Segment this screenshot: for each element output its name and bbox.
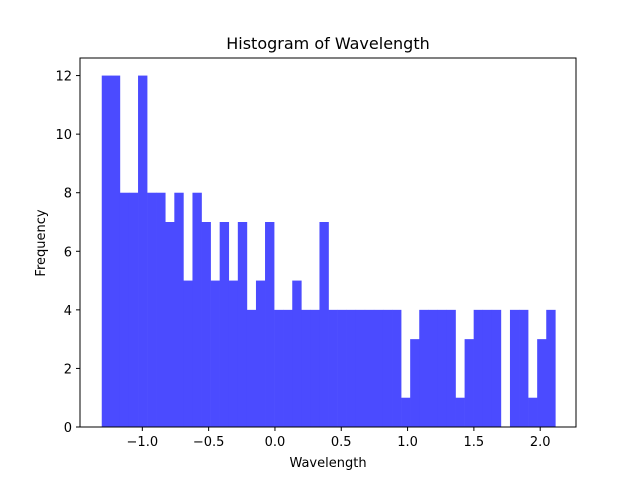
histogram-bar — [473, 309, 484, 427]
histogram-bar — [346, 309, 357, 427]
histogram-bar — [274, 309, 284, 427]
histogram-bar — [165, 222, 175, 427]
histogram-bar — [446, 309, 456, 427]
plot-frame — [79, 57, 577, 428]
histogram-bar — [110, 75, 121, 428]
x-tick-label: 0.0 — [265, 435, 286, 450]
histogram-bar — [419, 309, 429, 427]
histogram-bar — [509, 309, 520, 427]
x-tick-label: 1.0 — [397, 435, 418, 450]
x-axis-title: Wavelength — [289, 456, 366, 471]
histogram-bar — [364, 309, 375, 427]
histogram-bar — [392, 309, 402, 427]
x-axis: −1.0 −0.5 0.0 0.5 1.0 1.5 2.0 — [127, 427, 551, 450]
histogram-bar — [319, 222, 329, 427]
histogram-bar — [183, 280, 193, 427]
histogram-bar — [464, 339, 474, 427]
histogram-bar — [337, 309, 347, 427]
histogram-bar — [128, 192, 139, 427]
histogram-bar — [138, 75, 148, 428]
histogram-bar — [228, 280, 239, 427]
histogram-bar — [373, 309, 384, 427]
bars-group — [101, 75, 556, 428]
x-tick-label: 2.0 — [530, 435, 551, 450]
histogram-bar — [101, 75, 112, 428]
histogram-bar — [174, 192, 184, 427]
histogram-bar — [310, 309, 320, 427]
histogram-bar — [255, 280, 266, 427]
histogram-bar — [328, 309, 338, 427]
histogram-bar — [428, 309, 438, 427]
histogram-bar — [382, 309, 393, 427]
y-axis: 0 2 4 6 8 10 12 — [55, 70, 80, 436]
x-tick-label: 0.5 — [331, 435, 352, 450]
histogram-bar — [201, 222, 211, 427]
histogram-bar — [437, 309, 447, 427]
y-axis-title: Frequency — [34, 209, 49, 276]
histogram-bar — [355, 309, 366, 427]
chart-title: Histogram of Wavelength — [226, 34, 430, 53]
histogram-bar — [519, 309, 529, 427]
y-tick-label: 8 — [64, 187, 72, 202]
histogram-bar — [491, 309, 502, 427]
histogram-bar — [265, 222, 275, 427]
histogram-bar — [292, 280, 302, 427]
histogram-bar — [482, 309, 493, 427]
histogram-bar — [546, 309, 556, 427]
histogram-bar — [455, 397, 465, 427]
histogram-bar — [210, 280, 220, 427]
histogram-bar — [147, 192, 157, 427]
histogram-bar — [401, 397, 411, 427]
y-tick-label: 0 — [64, 421, 72, 436]
histogram-bar — [528, 397, 538, 427]
x-tick-label: 1.5 — [464, 435, 485, 450]
histogram-bar — [156, 192, 166, 427]
y-tick-label: 6 — [64, 245, 72, 260]
histogram-bar — [219, 222, 230, 427]
x-tick-label: −1.0 — [127, 435, 159, 450]
histogram-bar — [192, 192, 202, 427]
histogram-bar — [301, 309, 311, 427]
y-tick-label: 2 — [64, 362, 72, 377]
histogram-bar — [410, 339, 420, 427]
x-tick-label: −0.5 — [193, 435, 225, 450]
histogram-bar — [237, 222, 248, 427]
y-tick-label: 12 — [55, 70, 72, 85]
histogram-bar — [119, 192, 130, 427]
y-tick-label: 4 — [64, 304, 72, 319]
histogram-bar — [246, 309, 257, 427]
y-tick-label: 10 — [55, 128, 72, 143]
histogram-bar — [537, 339, 547, 427]
histogram-bar — [283, 309, 293, 427]
